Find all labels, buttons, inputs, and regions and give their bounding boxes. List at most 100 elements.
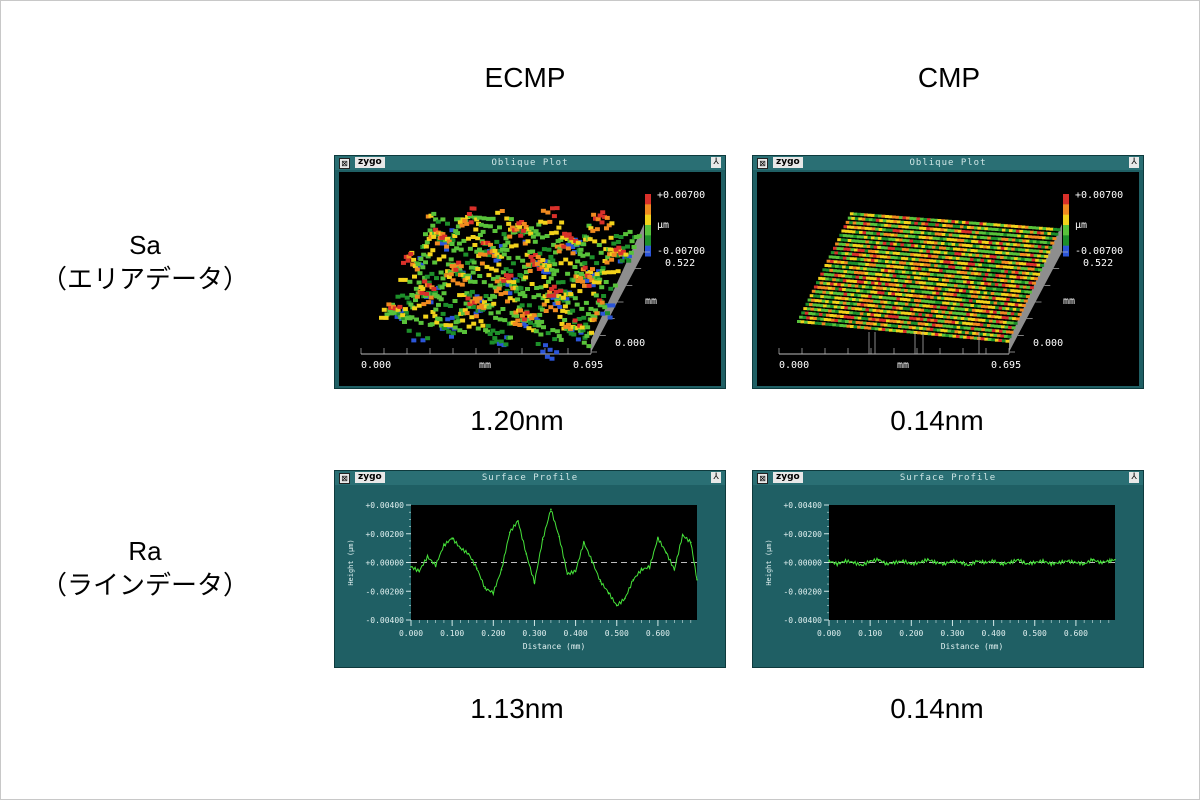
surface-cell bbox=[962, 312, 967, 316]
surface-cell bbox=[911, 257, 916, 261]
surface-cell bbox=[560, 235, 566, 240]
surface-cell bbox=[903, 320, 908, 324]
surface-cell bbox=[573, 274, 579, 279]
surface-cell bbox=[847, 261, 852, 265]
surface-cell bbox=[549, 356, 555, 361]
menu-icon[interactable]: ⅄ bbox=[1129, 157, 1139, 168]
surface-cell bbox=[918, 267, 922, 271]
surface-cell bbox=[835, 310, 840, 313]
surface-cell bbox=[825, 313, 830, 317]
surface-cell bbox=[486, 305, 492, 310]
surface-cell bbox=[867, 236, 872, 240]
surface-cell bbox=[918, 281, 923, 285]
surface-cell bbox=[572, 318, 578, 323]
surface-cell bbox=[542, 294, 548, 299]
surface-cell bbox=[987, 259, 992, 263]
surface-cell bbox=[580, 328, 586, 333]
surface-cell bbox=[843, 247, 848, 251]
surface-cell bbox=[596, 280, 602, 285]
surface-cell bbox=[947, 251, 952, 255]
surface-cell bbox=[997, 325, 1002, 328]
surface-cell bbox=[592, 315, 598, 320]
surface-cell bbox=[1024, 258, 1029, 261]
surface-cell bbox=[1029, 239, 1034, 243]
surface-cell bbox=[914, 321, 919, 325]
surface-cell bbox=[533, 329, 539, 334]
menu-icon[interactable]: ⅄ bbox=[1129, 472, 1139, 483]
surface-cell bbox=[843, 315, 848, 319]
surface-cell bbox=[419, 291, 425, 296]
surface-cell bbox=[1014, 257, 1019, 261]
close-icon[interactable]: ⊠ bbox=[757, 473, 768, 484]
surface-cell bbox=[875, 272, 880, 276]
surface-cell bbox=[976, 267, 981, 271]
surface-cell bbox=[923, 263, 928, 267]
surface-cell bbox=[880, 268, 885, 272]
surface-cell bbox=[962, 257, 967, 261]
surface-cell bbox=[921, 245, 926, 248]
surface-cell bbox=[457, 269, 463, 274]
surface-cell bbox=[479, 303, 485, 308]
surface-cell bbox=[482, 300, 487, 305]
surface-cell bbox=[875, 263, 880, 267]
surface-cell bbox=[810, 307, 815, 311]
scale-bottom-label: -0.00700 bbox=[657, 246, 705, 257]
surface-cell bbox=[969, 313, 974, 317]
surface-cell bbox=[552, 308, 558, 313]
surface-cell bbox=[397, 304, 403, 309]
surface-cell bbox=[877, 245, 882, 249]
surface-cell bbox=[1007, 270, 1012, 274]
surface-cell bbox=[578, 272, 584, 276]
x-tick-label: 0.100 bbox=[858, 629, 882, 638]
surface-cell bbox=[524, 252, 530, 257]
surface-cell bbox=[455, 281, 461, 286]
surface-cell bbox=[842, 310, 847, 314]
surface-cell bbox=[585, 325, 591, 330]
surface-cell bbox=[549, 231, 555, 236]
surface-cell bbox=[984, 282, 989, 286]
surface-texture bbox=[797, 212, 1061, 343]
surface-cell bbox=[993, 255, 997, 259]
surface-cell bbox=[938, 232, 943, 236]
menu-icon[interactable]: ⅄ bbox=[711, 157, 721, 168]
surface-cell bbox=[963, 335, 968, 339]
surface-cell bbox=[963, 248, 968, 252]
surface-cell bbox=[949, 302, 954, 306]
surface-cell bbox=[914, 289, 919, 293]
surface-cell bbox=[443, 302, 449, 307]
surface-cell bbox=[605, 311, 610, 316]
surface-cell bbox=[934, 333, 939, 336]
surface-cell bbox=[876, 323, 881, 326]
surface-cell bbox=[1006, 330, 1010, 334]
surface-cell bbox=[834, 251, 839, 255]
surface-cell bbox=[580, 253, 586, 258]
surface-cell bbox=[510, 286, 516, 291]
surface-cell bbox=[1042, 227, 1047, 231]
surface-cell bbox=[425, 336, 431, 341]
profile-data-point bbox=[492, 591, 495, 594]
surface-cell bbox=[439, 285, 445, 290]
surface-cell bbox=[919, 304, 923, 307]
surface-cell bbox=[880, 223, 885, 227]
surface-cell bbox=[854, 248, 858, 252]
close-icon[interactable]: ⊠ bbox=[339, 158, 350, 169]
surface-cell bbox=[591, 212, 597, 217]
surface-cell bbox=[975, 332, 980, 336]
surface-cell bbox=[1040, 231, 1045, 235]
surface-cell bbox=[1042, 250, 1047, 254]
menu-icon[interactable]: ⅄ bbox=[711, 472, 721, 483]
close-icon[interactable]: ⊠ bbox=[757, 158, 768, 169]
surface-cell bbox=[1031, 235, 1036, 239]
surface-cell bbox=[848, 275, 853, 279]
close-icon[interactable]: ⊠ bbox=[339, 473, 350, 484]
surface-cell bbox=[849, 302, 854, 306]
surface-cell bbox=[481, 305, 487, 310]
surface-cell bbox=[409, 315, 415, 320]
surface-cell bbox=[1023, 244, 1028, 248]
surface-cell bbox=[915, 226, 920, 230]
surface-cell bbox=[1008, 293, 1013, 297]
surface-cell bbox=[450, 278, 456, 283]
surface-cell bbox=[932, 259, 937, 263]
surface-cell bbox=[498, 244, 504, 249]
surface-cell bbox=[393, 310, 399, 315]
